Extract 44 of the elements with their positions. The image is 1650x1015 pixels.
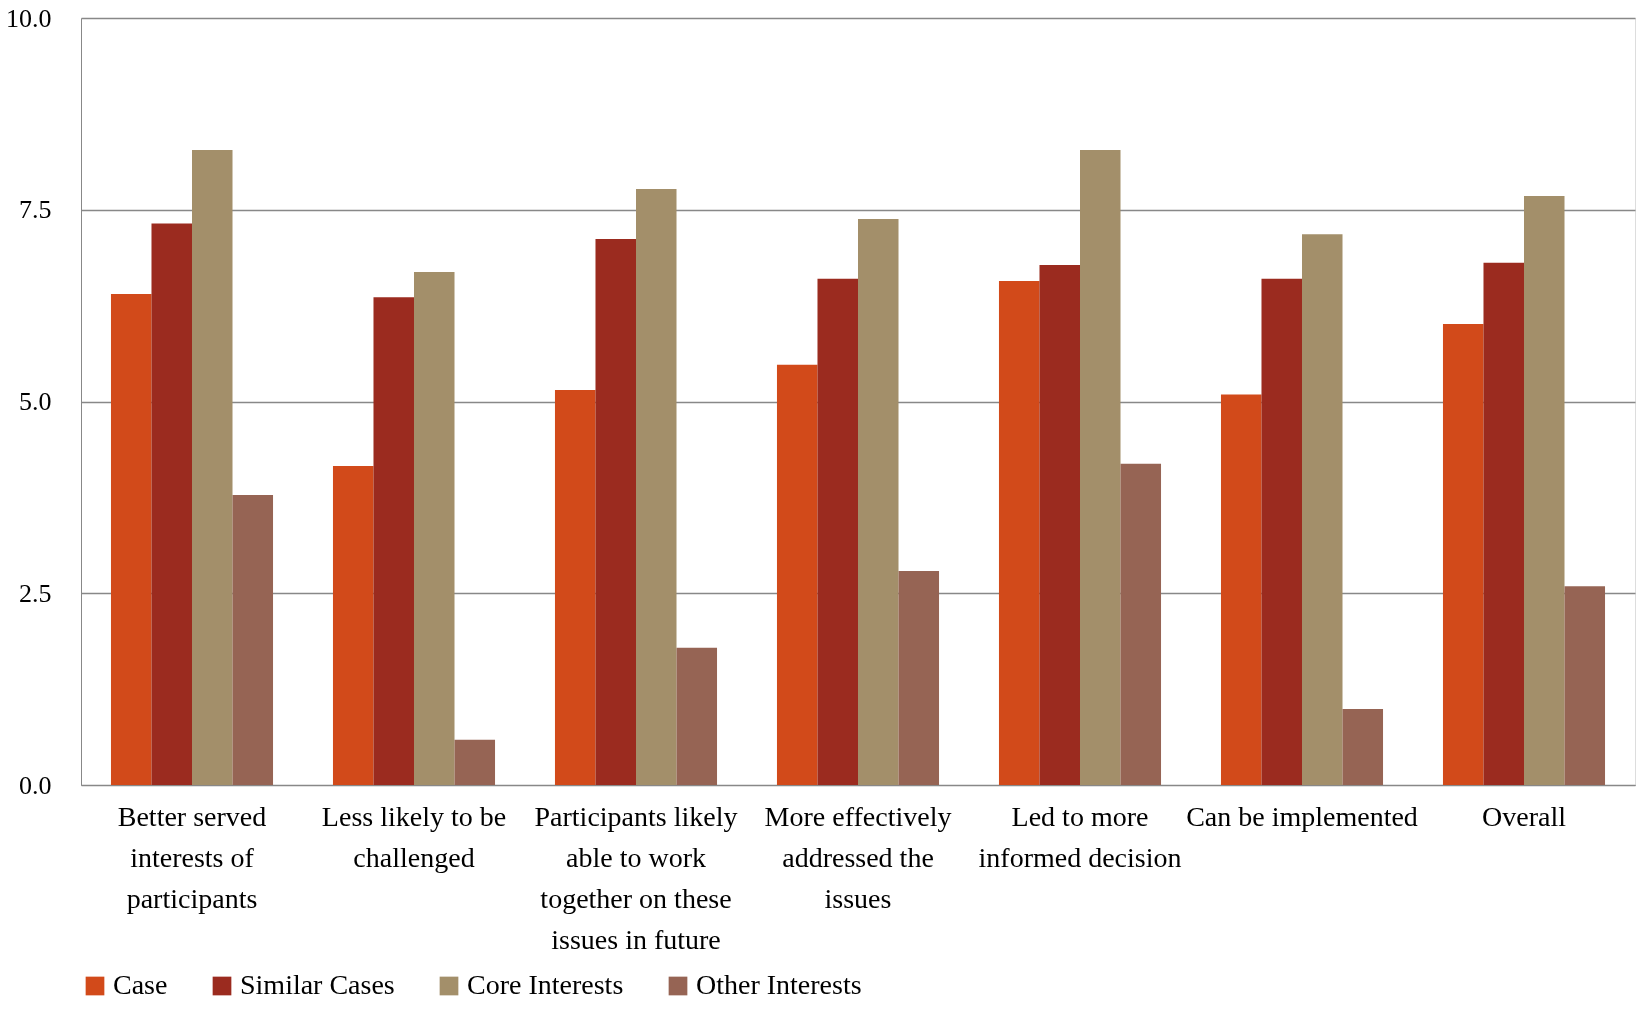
legend-label: Other Interests xyxy=(696,969,862,1000)
bar xyxy=(1039,264,1080,785)
bar xyxy=(554,390,596,785)
bar xyxy=(1442,324,1484,785)
bar xyxy=(1564,586,1606,785)
bar xyxy=(676,647,718,785)
bar xyxy=(151,223,192,785)
x-tick-label: Less likely to be challenged xyxy=(321,800,507,873)
bar xyxy=(595,238,636,785)
bar xyxy=(1220,394,1262,785)
bar xyxy=(454,739,496,785)
y-tick-label: 5.0 xyxy=(19,387,52,416)
x-tick-label: Overall xyxy=(1482,800,1567,832)
bar xyxy=(1302,234,1343,785)
bar xyxy=(858,218,899,785)
bar xyxy=(373,297,414,785)
y-tick-label: 0.0 xyxy=(19,770,52,800)
bar xyxy=(817,278,858,785)
bar xyxy=(998,281,1040,785)
bar xyxy=(898,571,940,785)
x-tick-label: More effectively addressed the issues xyxy=(764,800,952,914)
bar xyxy=(110,294,152,785)
bar xyxy=(1342,709,1384,785)
bar xyxy=(1483,262,1524,785)
y-tick-label: 10.0 xyxy=(6,3,52,33)
legend-label: Similar Cases xyxy=(240,969,395,1000)
bar xyxy=(1261,278,1302,785)
bar xyxy=(192,149,233,785)
y-tick-label: 2.5 xyxy=(19,578,52,608)
bar xyxy=(232,495,274,785)
bar xyxy=(332,465,374,785)
x-tick-label: Led to more informed decision xyxy=(978,800,1182,873)
legend-label: Core Interests xyxy=(467,969,624,1000)
x-tick-label: Participants likely able to work together on these issues in future xyxy=(534,800,738,955)
x-tick-label: Can be implemented xyxy=(1186,800,1418,832)
x-tick-label: Better served interests of participants xyxy=(117,800,267,914)
legend-label: Case xyxy=(113,969,168,1000)
bar xyxy=(1120,463,1162,785)
bar xyxy=(1080,149,1121,785)
bar xyxy=(636,189,677,785)
bar xyxy=(414,271,455,785)
bar xyxy=(776,364,818,785)
y-tick-label: 7.5 xyxy=(19,195,52,225)
bar xyxy=(1524,195,1565,785)
